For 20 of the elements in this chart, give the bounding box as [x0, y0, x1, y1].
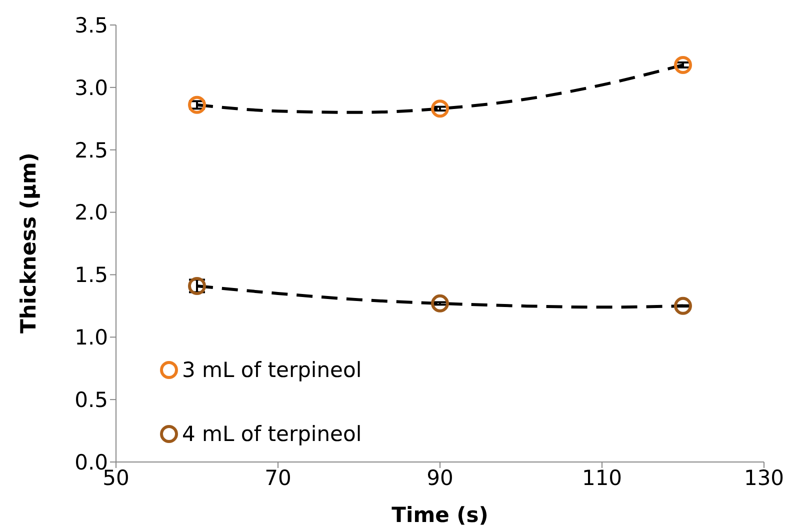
- y-axis-title: Thickness (µm): [16, 152, 40, 334]
- x-tick-label: 90: [426, 466, 454, 490]
- legend-label: 3 mL of terpineol: [182, 358, 362, 382]
- y-tick-label: 2.5: [74, 138, 108, 162]
- y-tick-label: 1.0: [74, 326, 108, 350]
- y-tick-label: 1.5: [74, 263, 108, 288]
- legend-label: 4 mL of terpineol: [182, 422, 362, 446]
- point: [431, 294, 449, 312]
- x-tick-label: 110: [582, 466, 622, 490]
- x-tick-label: 70: [264, 466, 292, 490]
- y-tick-label: 3.5: [74, 13, 108, 38]
- x-axis-title: Time (s): [392, 503, 488, 527]
- y-tick-label: 3.0: [74, 76, 108, 100]
- y-tick-label: 0.5: [74, 388, 108, 412]
- y-tick-label: 2.0: [74, 200, 108, 225]
- point: [674, 296, 692, 315]
- point: [431, 100, 449, 118]
- point: [674, 56, 692, 74]
- x-tick-label: 130: [744, 466, 784, 490]
- point: [188, 96, 206, 114]
